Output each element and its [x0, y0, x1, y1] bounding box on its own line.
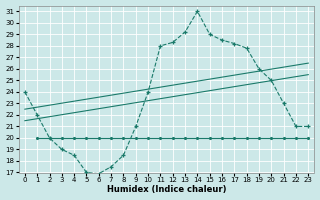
X-axis label: Humidex (Indice chaleur): Humidex (Indice chaleur)	[107, 185, 226, 194]
